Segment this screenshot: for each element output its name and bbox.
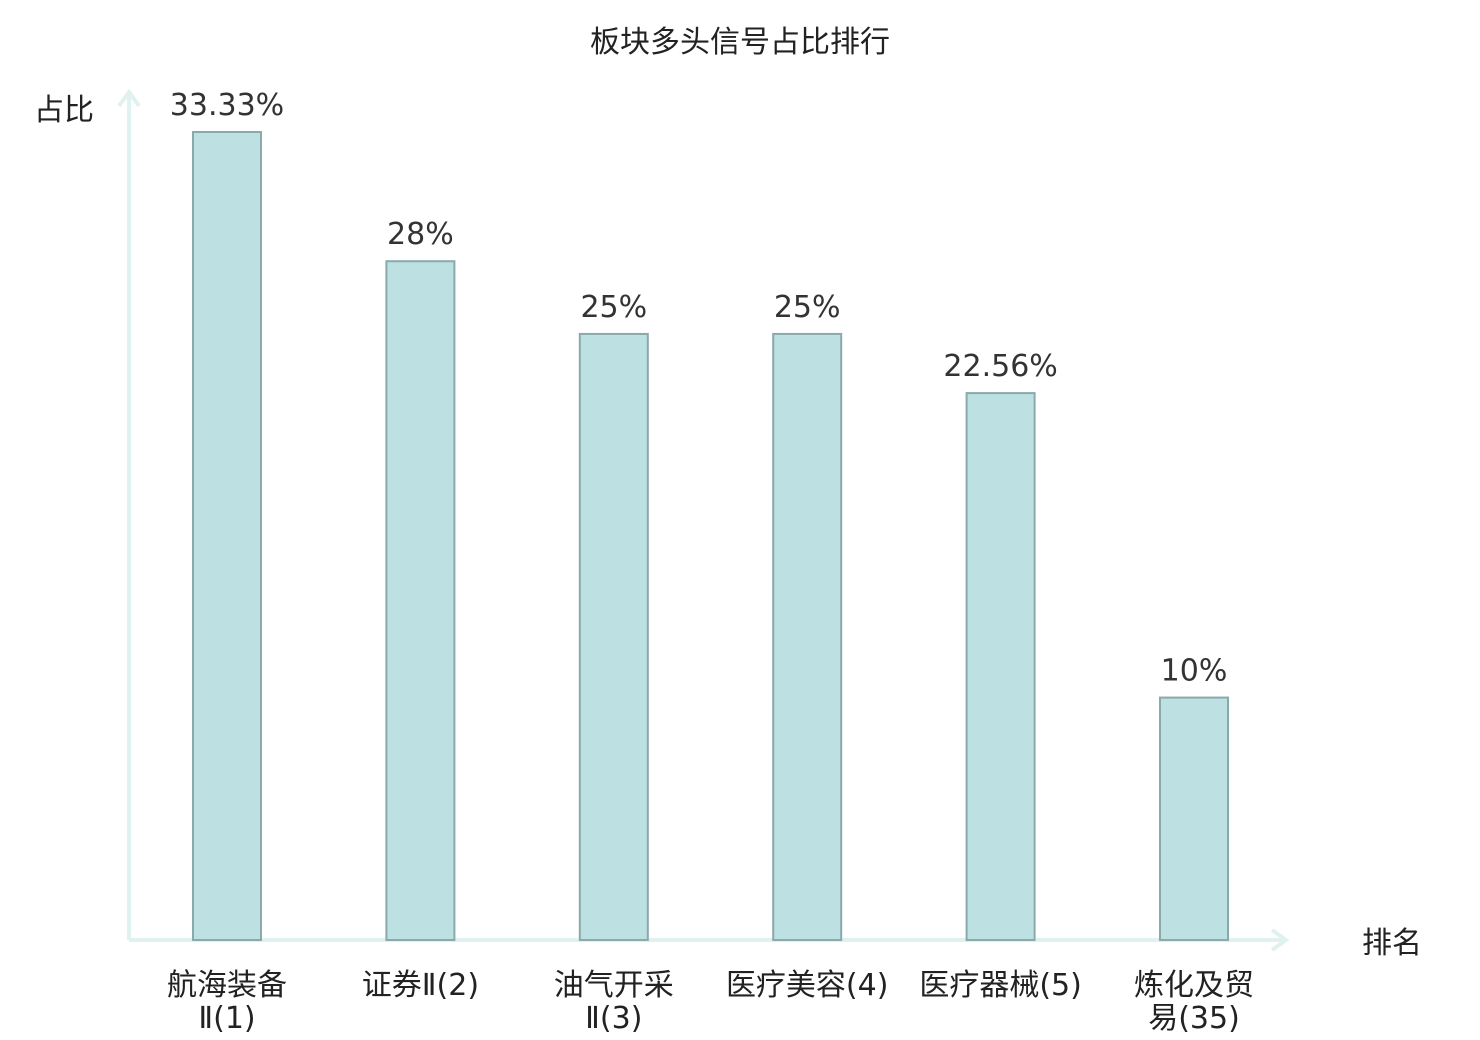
- bar-value-label-2: 28%: [387, 217, 454, 252]
- x-axis-label: 排名: [1362, 926, 1422, 961]
- category-label-line: 油气开采: [554, 968, 674, 1003]
- category-label-6: 炼化及贸易(35): [1134, 968, 1254, 1036]
- category-label-5: 医疗器械(5): [919, 968, 1082, 1003]
- bar-value-label-4: 25%: [774, 290, 841, 325]
- y-axis-arrow: [117, 88, 141, 108]
- bar-6: [1159, 696, 1229, 941]
- category-label-line: 炼化及贸: [1134, 968, 1254, 1003]
- x-axis-arrow: [1270, 928, 1290, 952]
- category-label-2: 证券Ⅱ(2): [362, 968, 479, 1003]
- category-label-line: 医疗美容(4): [726, 968, 889, 1003]
- y-axis-label: 占比: [34, 93, 94, 128]
- chart-title: 板块多头信号占比排行: [590, 25, 890, 60]
- category-label-line: 航海装备: [167, 968, 287, 1003]
- bar-value-label-6: 10%: [1161, 654, 1228, 689]
- value-labels: 33.33% 28% 25% 25% 22.56% 10%: [170, 88, 1228, 689]
- bars: [192, 131, 1229, 942]
- bar-value-label-3: 25%: [580, 290, 647, 325]
- bar-4: [772, 332, 843, 941]
- category-label-line: 易(35): [1148, 1001, 1240, 1036]
- category-label-line: Ⅱ(3): [585, 1001, 642, 1036]
- bar-2: [385, 260, 456, 942]
- category-label-line: 医疗器械(5): [919, 968, 1082, 1003]
- bar-value-label-5: 22.56%: [943, 349, 1057, 384]
- axes: [117, 88, 1290, 952]
- bar-3: [578, 332, 649, 941]
- category-label-line: 证券Ⅱ(2): [362, 968, 479, 1003]
- category-label-4: 医疗美容(4): [726, 968, 889, 1003]
- category-label-3: 油气开采 Ⅱ(3): [554, 968, 674, 1036]
- category-label-line: Ⅱ(1): [198, 1001, 255, 1036]
- category-labels: 航海装备 Ⅱ(1) 证券Ⅱ(2) 油气开采 Ⅱ(3) 医疗美容(4) 医疗器械(5) 炼化及贸…: [167, 968, 1254, 1036]
- bar-value-label-1: 33.33%: [170, 88, 284, 123]
- bar-1: [192, 131, 262, 941]
- category-label-1: 航海装备 Ⅱ(1): [167, 968, 287, 1036]
- bar-5: [965, 392, 1036, 942]
